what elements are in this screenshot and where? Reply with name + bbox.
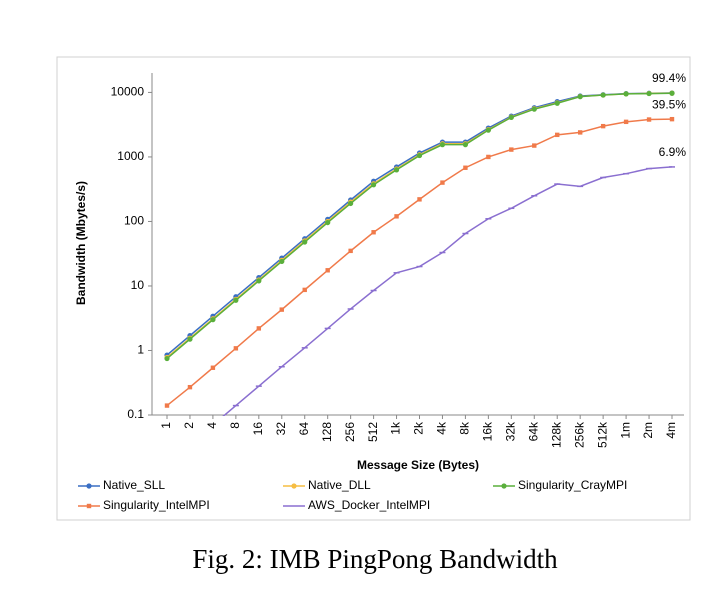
y-tick-label: 100 — [124, 214, 144, 228]
point — [370, 182, 377, 188]
x-tick-label: 128k — [549, 421, 563, 448]
point — [463, 165, 468, 170]
point — [393, 167, 400, 173]
point — [187, 384, 193, 390]
x-tick-label: 1m — [618, 422, 632, 439]
x-tick-label: 512 — [366, 422, 380, 442]
point — [348, 248, 353, 254]
point — [623, 119, 629, 125]
series-line — [166, 92, 673, 360]
point — [187, 336, 193, 342]
y-tick-label: 1 — [137, 343, 144, 357]
point — [509, 147, 514, 152]
x-tick-label: 8k — [458, 421, 472, 435]
annotation: 39.5% — [652, 97, 686, 111]
point — [256, 326, 262, 331]
x-tick-label: 512k — [595, 421, 609, 448]
legend-label: Native_DLL — [308, 478, 371, 492]
caption: Fig. 2: IMB PingPong Bandwidth — [192, 544, 558, 574]
x-tick-label: 4m — [664, 422, 678, 439]
point — [440, 180, 445, 185]
point — [348, 200, 354, 207]
point — [462, 142, 469, 148]
y-axis-title: Bandwidth (Mbytes/s) — [74, 181, 88, 305]
x-tick-label: 64 — [297, 422, 311, 436]
x-tick-label: 2m — [641, 422, 655, 439]
point — [555, 132, 560, 138]
point — [439, 142, 446, 148]
point — [279, 307, 284, 312]
legend-label: Singularity_CrayMPI — [518, 478, 627, 492]
series-line — [222, 166, 673, 416]
point — [371, 230, 376, 235]
point — [600, 92, 606, 98]
point — [417, 197, 422, 202]
x-tick-label: 256k — [572, 421, 586, 448]
x-axis-title: Message Size (Bytes) — [357, 458, 479, 472]
x-tick-label: 64k — [526, 421, 540, 441]
point — [210, 365, 216, 370]
y-tick-label: 10 — [131, 278, 145, 292]
point — [623, 91, 629, 97]
point — [302, 239, 308, 245]
legend-marker — [86, 503, 92, 509]
x-tick-label: 128 — [320, 422, 334, 442]
annotation: 6.9% — [659, 145, 687, 159]
point — [210, 317, 216, 323]
point — [325, 219, 331, 226]
y-tick-label: 1000 — [117, 149, 144, 163]
series-line — [166, 92, 673, 359]
annotation: 99.4% — [652, 71, 686, 85]
point — [577, 130, 583, 135]
x-tick-label: 16 — [251, 422, 265, 436]
point — [394, 214, 399, 219]
point — [554, 100, 560, 106]
point — [233, 297, 239, 303]
series-layer — [164, 90, 675, 416]
x-tick-label: 4 — [205, 422, 219, 429]
point — [325, 268, 330, 273]
legend-label: AWS_Docker_IntelMPI — [308, 498, 430, 512]
point — [669, 90, 675, 96]
legend-marker — [291, 483, 297, 489]
series-line — [166, 92, 673, 356]
x-tick-label: 256 — [343, 422, 357, 442]
x-tick-label: 2k — [412, 421, 426, 435]
x-tick-label: 1k — [389, 421, 403, 435]
legend-marker — [86, 483, 92, 489]
y-tick-label: 10000 — [111, 85, 145, 99]
point — [508, 114, 514, 121]
x-tick-label: 8 — [228, 422, 242, 429]
point — [646, 117, 652, 122]
point — [485, 127, 491, 133]
point — [233, 346, 239, 351]
legend-marker — [501, 483, 507, 489]
point — [416, 152, 423, 159]
legend-label: Singularity_IntelMPI — [103, 498, 210, 512]
point — [531, 106, 537, 112]
point — [577, 94, 583, 100]
point — [532, 143, 537, 148]
point — [669, 116, 675, 122]
chart-frame — [56, 56, 691, 521]
x-tick-label: 2 — [182, 422, 196, 429]
point — [164, 355, 170, 362]
x-tick-label: 32k — [503, 421, 517, 441]
y-tick-label: 0.1 — [127, 407, 144, 421]
x-tick-label: 4k — [435, 421, 449, 435]
series-line — [166, 118, 673, 407]
point — [646, 90, 652, 97]
x-tick-label: 32 — [274, 422, 288, 436]
legend-label: Native_SLL — [103, 478, 165, 492]
point — [256, 278, 262, 284]
point — [279, 258, 285, 265]
point — [486, 154, 491, 160]
point — [302, 287, 307, 293]
x-tick-label: 1 — [159, 422, 173, 429]
x-tick-label: 16k — [481, 421, 495, 441]
point — [600, 123, 606, 129]
point — [164, 403, 170, 408]
